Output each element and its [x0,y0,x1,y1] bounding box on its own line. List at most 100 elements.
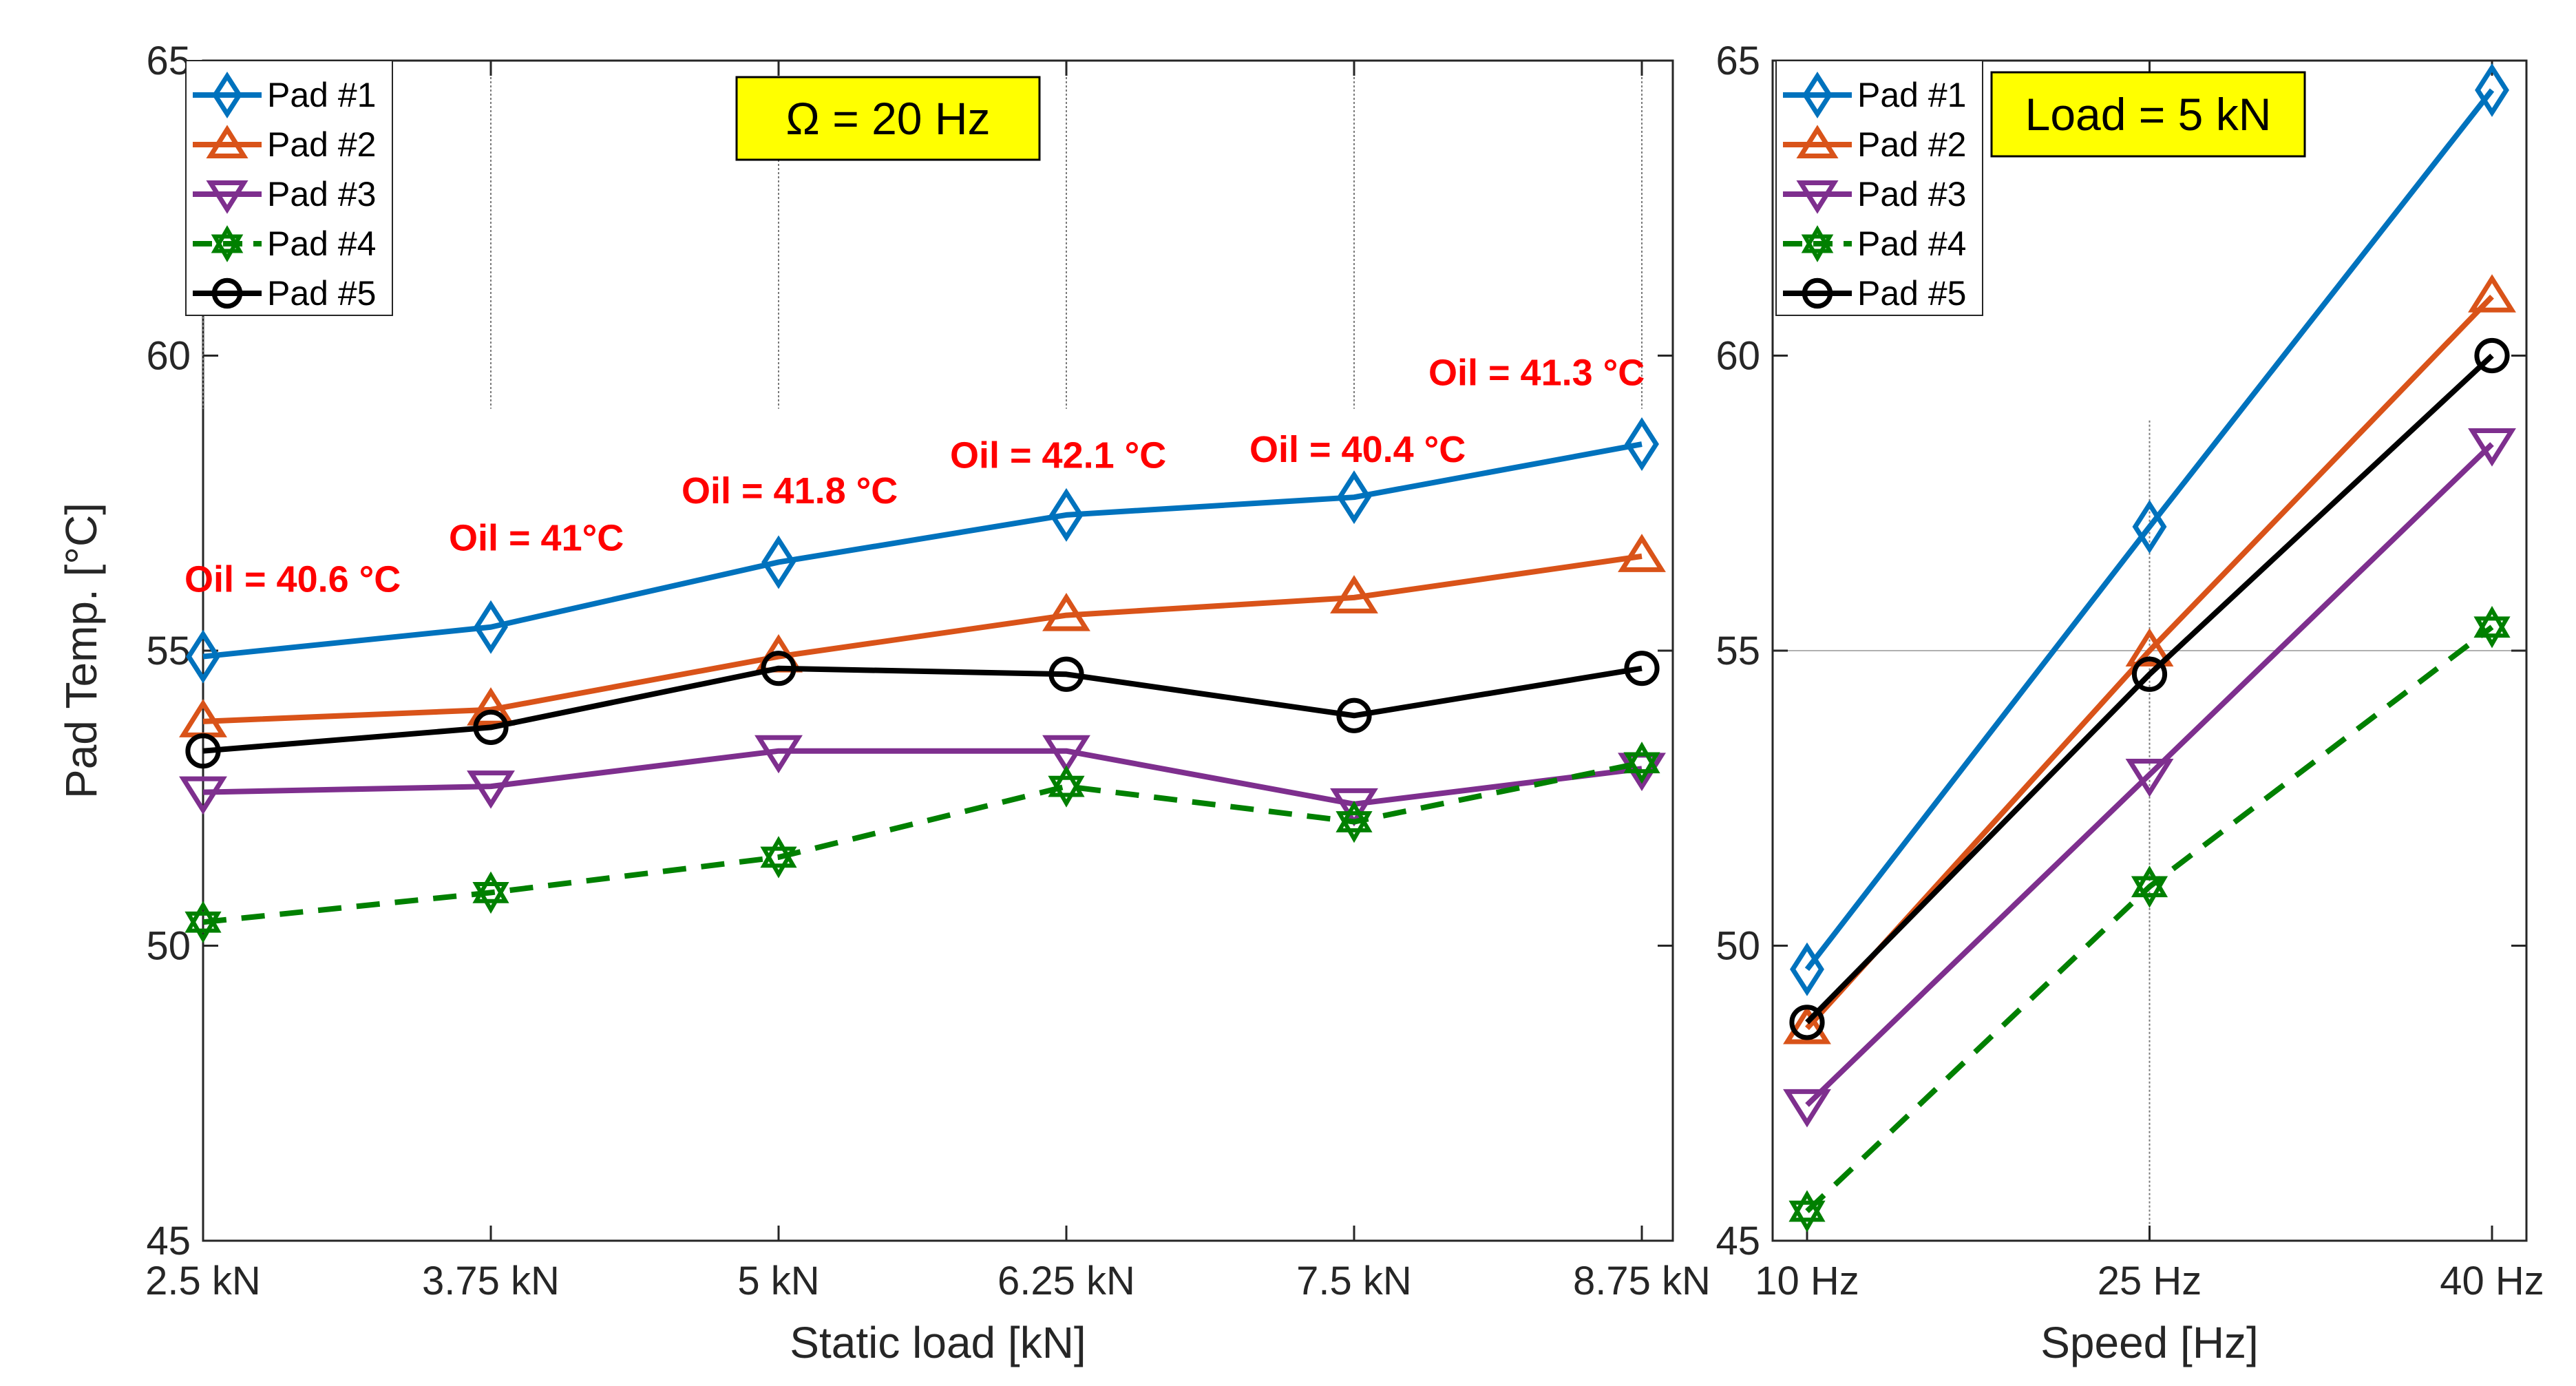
x-tick-label: 7.5 kN [1296,1259,1412,1303]
legend-label: Pad #4 [267,224,376,263]
marker-shape [186,629,220,684]
marker-shape [760,846,797,879]
data-point [1783,1089,1831,1128]
marker-shape [179,776,227,815]
condition-annotation: Load = 5 kN [2025,89,2272,140]
oil-temp-annotation: Oil = 42.1 °C [950,434,1166,476]
marker-shape [1624,651,1660,686]
marker-shape [1801,234,1834,262]
marker-shape [211,225,244,253]
marker-shape [472,882,509,914]
series-pad1 [186,417,1659,684]
marker-shape [1789,1005,1825,1040]
data-point [1330,575,1378,613]
y-tick-label: 65 [146,39,191,83]
data-point [2475,63,2509,117]
data-point [2131,865,2168,908]
x-tick-label: 25 Hz [2098,1259,2202,1303]
series-line [1804,88,2495,972]
marker-shape [184,911,222,943]
marker-shape [1048,656,1084,692]
legend-marker [212,72,242,118]
legend-label: Pad #4 [1857,224,1966,263]
marker-shape [2468,428,2516,467]
marker-shape [1796,125,1839,158]
condition-annotation: Ω = 20 Hz [786,93,991,144]
marker-shape [2473,606,2511,638]
marker-shape [2125,758,2174,797]
marker-shape [1618,534,1666,572]
y-tick-label: 65 [1715,39,1760,83]
data-point [761,651,796,686]
x-tick-label: 3.75 kN [422,1259,560,1303]
data-point [179,776,227,815]
data-point [2474,337,2510,374]
data-point [1042,593,1090,631]
marker-shape [184,901,222,933]
series-line [202,665,1643,754]
marker-shape [1042,735,1090,774]
data-point [1623,742,1660,784]
marker-shape [1048,775,1085,808]
y-tick-label: 45 [146,1219,191,1263]
marker-shape [1337,470,1371,525]
marker-shape [1783,1005,1831,1044]
series-pad3 [179,735,1666,827]
data-point [1783,1005,1831,1044]
y-tick-label: 55 [1715,629,1760,673]
marker-shape [760,836,797,868]
series-pad3 [1783,428,2516,1128]
data-point [2468,428,2516,467]
marker-shape [2468,274,2516,313]
data-point [474,600,508,654]
series-line [202,748,1643,807]
legend-marker [211,277,243,309]
series-line [1805,353,2494,1025]
legend-label: Pad #2 [267,125,376,164]
series-pad2 [1783,274,2516,1044]
legend: Pad #1 Pad #2 Pad #3 Pad #4 Pad #5 [1775,60,1983,316]
data-point [760,836,797,879]
marker-shape [467,770,515,809]
marker-shape [1625,417,1659,472]
marker-shape [185,733,221,769]
data-point [1330,788,1378,827]
condition-annotation-box [735,76,1041,161]
x-tick-label: 8.75 kN [1573,1259,1711,1303]
marker-shape [472,871,509,903]
marker-shape [1783,1089,1831,1128]
series-pad5 [1789,337,2510,1040]
legend-label: Pad #5 [267,274,376,313]
legend-marker [206,125,249,158]
marker-shape [1330,788,1378,827]
x-tick-label: 6.25 kN [997,1259,1135,1303]
data-point [1790,942,1824,996]
data-point [761,535,796,589]
marker-shape [206,180,249,214]
y-tick-label: 50 [1715,924,1760,969]
marker-shape [754,735,803,774]
data-point [1625,417,1659,472]
series-line [202,553,1643,724]
marker-shape [1623,752,1660,784]
series-pad4 [1788,606,2511,1232]
legend: Pad #1 Pad #2 Pad #3 Pad #4 Pad #5 [185,60,393,316]
marker-shape [211,234,244,262]
data-point [2125,628,2174,666]
marker-shape [1796,180,1839,214]
y-tick-label: 60 [1715,334,1760,379]
x-tick-label: 40 Hz [2440,1259,2544,1303]
series-pad4 [184,742,1660,943]
data-point [473,709,509,746]
marker-shape [1335,800,1373,832]
marker-shape [1788,1200,1826,1232]
marker-shape [1802,72,1833,118]
data-point [1789,1005,1825,1040]
x-tick-label: 5 kN [737,1259,819,1303]
marker-shape [1042,593,1090,631]
legend-marker [206,180,249,214]
oil-temp-annotation: Oil = 40.6 °C [184,558,401,600]
data-point [1049,487,1084,542]
marker-shape [2131,865,2168,898]
legend-label: Pad #1 [267,76,376,114]
